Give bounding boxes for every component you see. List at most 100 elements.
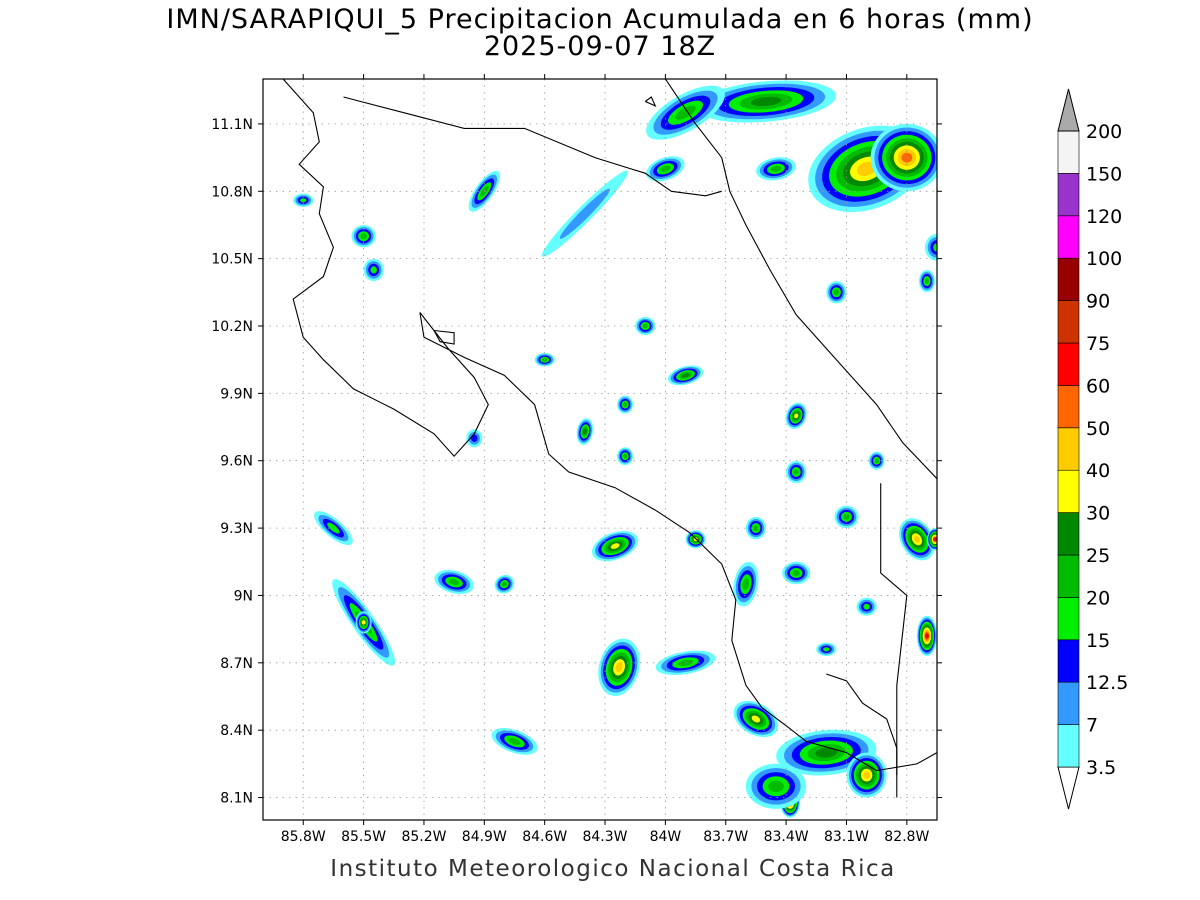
lon-tick-label: 83.7W bbox=[703, 829, 748, 845]
colorbar-swatch-3.5 bbox=[1057, 724, 1080, 768]
colorbar-label: 75 bbox=[1086, 333, 1110, 355]
lon-tick-label: 85.2W bbox=[401, 829, 446, 845]
precip-cell bbox=[834, 505, 859, 529]
precip-contour-25 bbox=[750, 96, 782, 107]
lon-tick-label: 84.6W bbox=[522, 829, 567, 845]
precip-cell bbox=[868, 451, 885, 470]
precip-contour-15 bbox=[863, 603, 870, 610]
coastline bbox=[282, 79, 937, 772]
precip-contour-40 bbox=[863, 771, 870, 779]
lat-tick-label: 9.3N bbox=[220, 521, 253, 537]
precip-contour-15 bbox=[933, 243, 937, 252]
precip-contour-25 bbox=[681, 373, 690, 378]
chart-subtitle: 2025-09-07 18Z bbox=[483, 31, 717, 62]
precip-cell bbox=[785, 402, 807, 429]
precip-contour-25 bbox=[815, 747, 838, 758]
precip-cell bbox=[576, 418, 594, 445]
precip-cell bbox=[856, 597, 877, 616]
colorbar-swatch-75 bbox=[1057, 300, 1080, 344]
precip-contour-20 bbox=[675, 105, 696, 120]
coastline bbox=[644, 96, 657, 107]
footer-credit: Instituto Meteorologico Nacional Costa R… bbox=[330, 856, 896, 882]
precip-cell bbox=[314, 511, 353, 546]
lon-tick-label: 82.8W bbox=[884, 829, 929, 845]
lat-tick-label: 9.6N bbox=[220, 454, 253, 470]
precip-contour-15 bbox=[823, 647, 830, 652]
colorbar-upper-triangle bbox=[1057, 88, 1080, 132]
colorbar-label: 120 bbox=[1086, 206, 1122, 228]
lat-tick-label: 8.1N bbox=[220, 791, 253, 807]
precip-cell bbox=[733, 700, 779, 738]
lat-tick-label: 8.4N bbox=[220, 723, 253, 739]
precip-cell bbox=[733, 561, 759, 607]
coastline bbox=[433, 329, 455, 345]
precip-contour-30 bbox=[361, 620, 366, 625]
precip-cell bbox=[635, 317, 656, 335]
colorbar-swatch-25 bbox=[1057, 512, 1080, 556]
colorbar-swatch-40 bbox=[1057, 427, 1080, 471]
colorbar-swatch-120 bbox=[1057, 173, 1080, 217]
precip-cell bbox=[491, 728, 538, 755]
precip-cell bbox=[646, 156, 685, 182]
lon-tick-label: 83.1W bbox=[824, 829, 869, 845]
precip-contour-40 bbox=[913, 535, 920, 543]
precip-contour-20 bbox=[843, 514, 850, 520]
precip-contour-20 bbox=[874, 458, 879, 464]
lat-tick-label: 11.1N bbox=[211, 117, 253, 133]
lon-tick-label: 83.4W bbox=[764, 829, 809, 845]
chart-title: IMN/SARAPIQUI_5 Precipitacion Acumulada … bbox=[166, 4, 1034, 35]
precip-cell bbox=[745, 516, 767, 540]
precip-cell bbox=[695, 80, 837, 123]
precip-contour-20 bbox=[660, 165, 671, 173]
lon-tick-label: 85.8W bbox=[281, 829, 326, 845]
precip-cell bbox=[646, 85, 725, 140]
colorbar-label: 30 bbox=[1086, 503, 1110, 525]
coastline-layer bbox=[282, 79, 937, 798]
map-frame bbox=[262, 78, 938, 821]
precip-cell bbox=[846, 752, 887, 798]
lon-tick-label: 84W bbox=[650, 829, 682, 845]
country-border bbox=[880, 483, 908, 776]
colorbar-swatch-100 bbox=[1057, 215, 1080, 259]
precip-contour-20 bbox=[508, 737, 521, 745]
precip-cell bbox=[786, 460, 807, 484]
precip-cell bbox=[541, 170, 628, 257]
precip-cell bbox=[756, 157, 796, 181]
precip-cell bbox=[598, 638, 640, 696]
precip-cell bbox=[782, 561, 811, 585]
precip-cell bbox=[916, 615, 937, 657]
colorbar-label: 7 bbox=[1086, 715, 1098, 737]
precip-cell bbox=[351, 225, 376, 248]
lat-tick-label: 9N bbox=[234, 589, 253, 605]
precip-cell bbox=[293, 193, 314, 207]
precip-cell bbox=[363, 258, 384, 282]
precip-cell bbox=[927, 528, 937, 551]
precip-contour-20 bbox=[833, 289, 840, 296]
lat-tick-label: 10.5N bbox=[211, 252, 253, 268]
colorbar-swatch-30 bbox=[1057, 469, 1080, 513]
colorbar-swatch-15 bbox=[1057, 597, 1080, 641]
precip-contour-15 bbox=[370, 266, 377, 274]
precip-contour-20 bbox=[501, 581, 507, 587]
colorbar-label: 25 bbox=[1086, 545, 1110, 567]
precipitation-layer bbox=[293, 80, 937, 818]
precip-contour-20 bbox=[793, 469, 799, 475]
precip-cell bbox=[434, 569, 474, 595]
precip-contour-60 bbox=[924, 633, 929, 639]
colorbar-label: 15 bbox=[1086, 630, 1110, 652]
axis-layer: 85.8W 85.5W 85.2W 84.9W 84.6W 84.3W 84W 83.7W 83… bbox=[211, 74, 942, 845]
precip-contour-30 bbox=[794, 413, 799, 419]
colorbar-swatch-7 bbox=[1057, 681, 1080, 725]
precip-cell bbox=[745, 763, 807, 809]
precip-contour-30 bbox=[751, 715, 761, 723]
lon-tick-label: 84.3W bbox=[582, 829, 627, 845]
colorbar-label: 50 bbox=[1086, 418, 1110, 440]
precip-cell bbox=[466, 429, 483, 448]
coastline bbox=[664, 79, 937, 480]
colorbar-swatch-20 bbox=[1057, 554, 1080, 598]
precip-cell bbox=[870, 123, 937, 192]
precip-contour-20 bbox=[642, 323, 648, 329]
colorbar-swatch-60 bbox=[1057, 342, 1080, 386]
precip-cell bbox=[816, 642, 837, 656]
